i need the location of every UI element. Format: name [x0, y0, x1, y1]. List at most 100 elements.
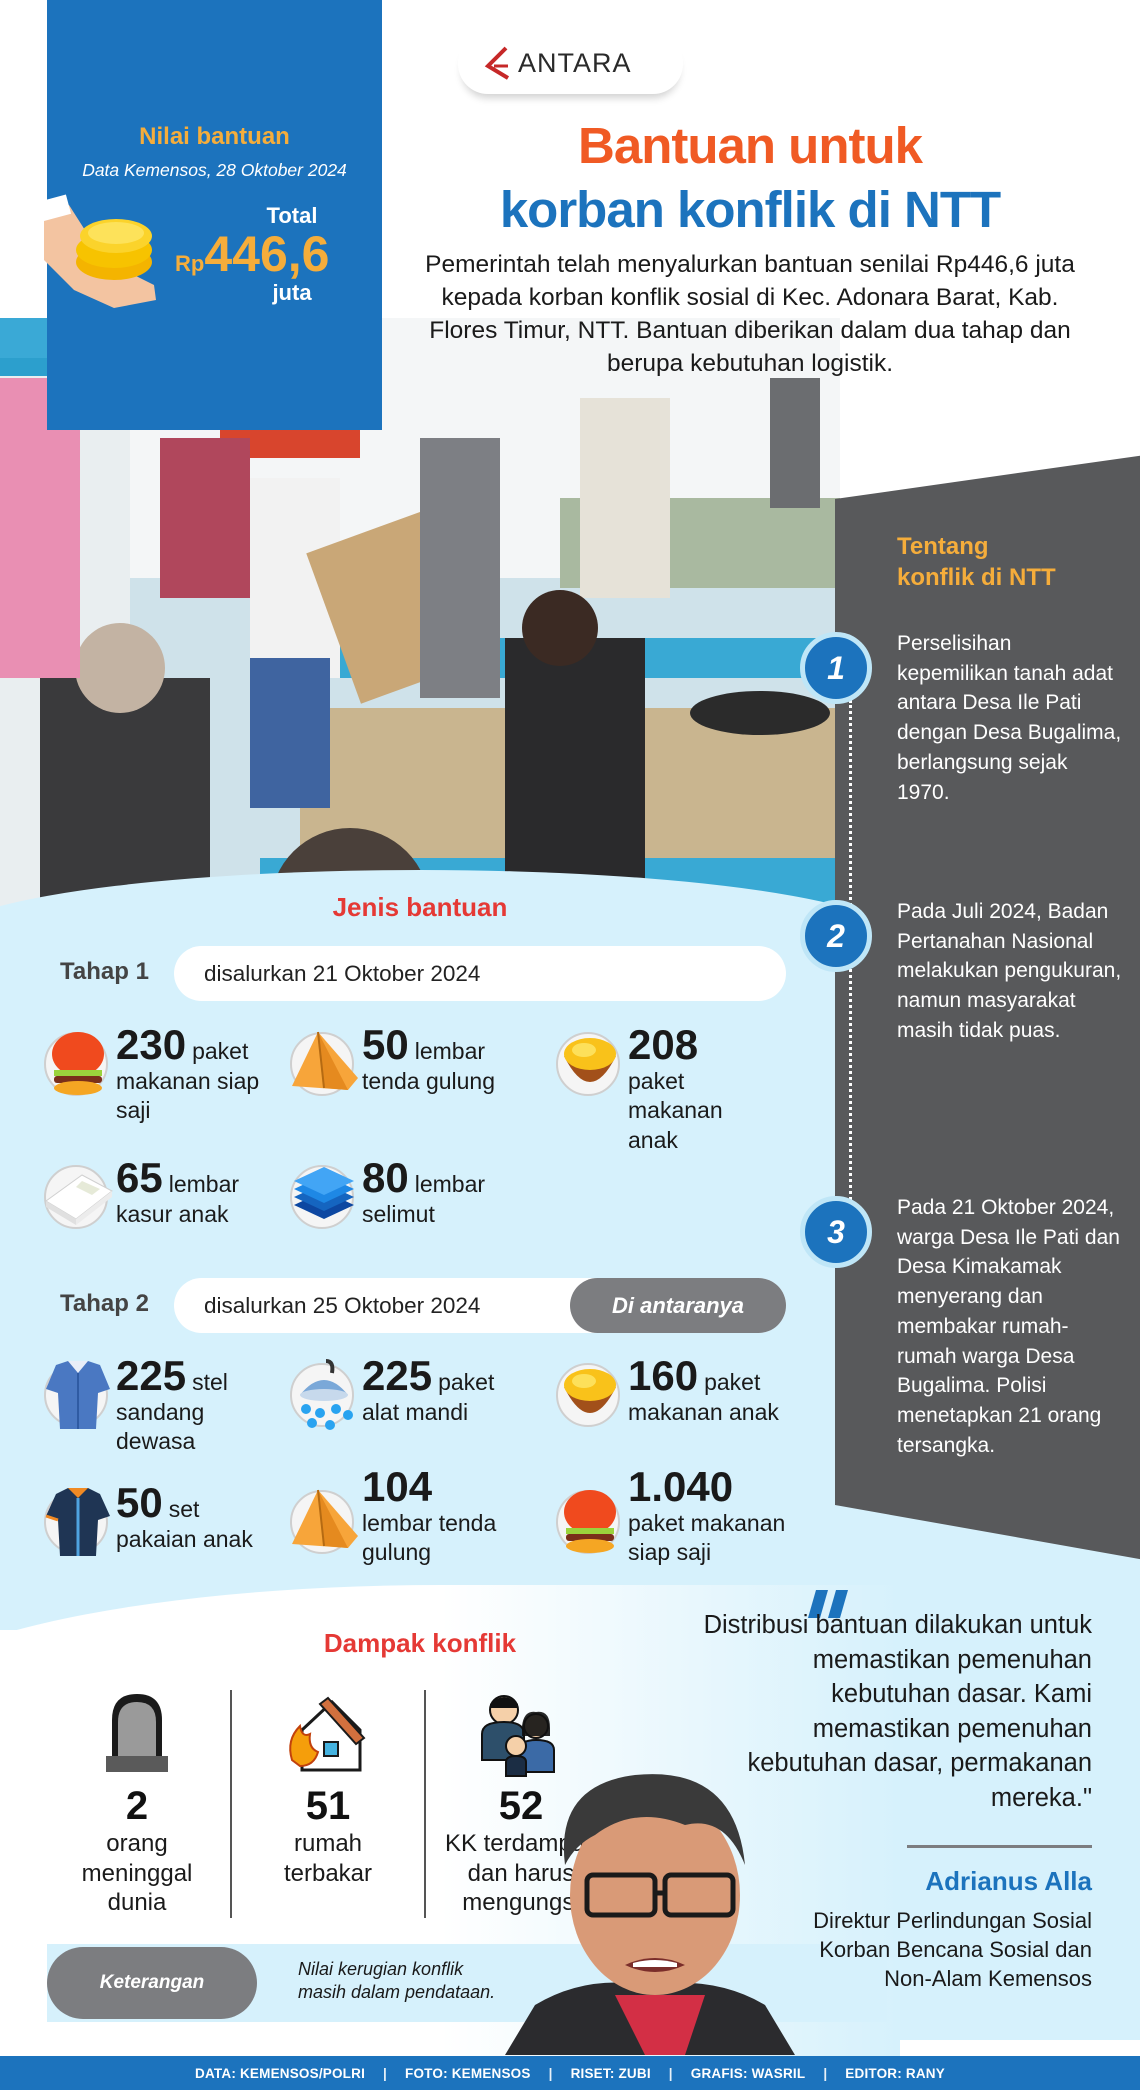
speaker-portrait	[505, 1774, 795, 2055]
note-label: Keterangan	[47, 1947, 257, 2019]
value-unit: juta	[272, 280, 312, 305]
aid-item: 230 paket makanan siap saji	[44, 1024, 266, 1126]
impact-item-deaths: 2 orang meninggal dunia	[42, 1784, 232, 1918]
credit-separator: |	[668, 2065, 673, 2081]
aid-qty: 80	[362, 1154, 409, 1201]
credit-research: RISET: ZUBI	[570, 2065, 651, 2081]
aid-qty: 104	[362, 1463, 433, 1510]
shower-icon	[290, 1359, 354, 1430]
aid-desc: selimut	[362, 1200, 435, 1227]
aid-qty: 230	[116, 1021, 187, 1068]
quote-divider	[907, 1845, 1092, 1848]
aid-qty: 225	[362, 1352, 433, 1399]
value-amount: Rp446,6	[175, 225, 329, 283]
impact-divider	[424, 1690, 426, 1918]
aid-qty: 208	[628, 1021, 699, 1068]
impact-value: 52	[498, 1784, 544, 1828]
aid-item: 1.040 paket makanan siap saji	[556, 1466, 808, 1568]
aid-item: 208 paket makanan anak	[556, 1024, 748, 1155]
credit-separator: |	[548, 2065, 553, 2081]
aid-item: 50 set pakaian anak	[44, 1479, 276, 1556]
aid-item: 80 lembar selimut	[290, 1157, 512, 1229]
kids-shirt-icon	[44, 1488, 110, 1556]
aid-item: 65 lembar kasur anak	[44, 1157, 266, 1229]
aid-qty: 50	[362, 1021, 409, 1068]
aid-desc: pakaian anak	[116, 1525, 253, 1552]
aid-desc: lembar tenda gulung	[362, 1509, 497, 1566]
aid-section-bg-lower	[0, 940, 835, 1600]
gravestone-icon	[106, 1694, 168, 1772]
aid-desc: paket makanan siap saji	[628, 1509, 786, 1566]
quote-author-role: Direktur Perlindungan Sosial Korban Benc…	[813, 1908, 1092, 1991]
timeline-item-2-text: Pada Juli 2024, Badan Pertanahan Nasiona…	[897, 900, 1122, 1042]
logo-text: ANTARA	[518, 47, 632, 78]
intro-paragraph: Pemerintah telah menyalurkan bantuan sen…	[425, 251, 1075, 377]
stage2-label: Tahap 2	[60, 1290, 149, 1317]
timeline-item-1-text: Perselisihan kepemilikan tanah adat anta…	[897, 632, 1122, 804]
aid-desc: makanan anak	[628, 1398, 779, 1425]
impact-value: 2	[125, 1784, 149, 1828]
burning-house-icon	[289, 1696, 366, 1772]
aid-desc: makanan siap saji	[116, 1067, 260, 1124]
aid-qty: 1.040	[628, 1463, 734, 1510]
note-text: Nilai kerugian konflik masih dalam penda…	[298, 1958, 495, 2004]
amount-number: 446,6	[204, 226, 330, 282]
aid-unit: stel	[192, 1369, 228, 1395]
stage1-date-pill: disalurkan 21 Oktober 2024	[174, 946, 786, 1001]
aid-qty: 160	[628, 1352, 699, 1399]
stage2-tag: Di antaranya	[570, 1278, 786, 1333]
impact-title: Dampak konflik	[323, 1628, 517, 1658]
baby-food-icon	[556, 1032, 620, 1096]
page-title-line1: Bantuan untuk	[578, 117, 923, 174]
coins-in-hand-icon	[44, 194, 156, 308]
timeline-badge-3: 3	[800, 1196, 872, 1268]
credit-separator: |	[383, 2065, 388, 2081]
aid-item: 104 lembar tenda gulung	[290, 1466, 522, 1568]
impact-item-houses: 51 rumah terbakar	[233, 1784, 423, 1888]
timeline-title-line2: konflik di NTT	[897, 564, 1056, 591]
aid-desc: tenda gulung	[362, 1067, 496, 1094]
timeline-badge-2: 2	[800, 900, 872, 972]
aid-item: 225 stel sandang dewasa	[44, 1355, 266, 1457]
aid-desc: alat mandi	[362, 1398, 469, 1425]
aid-unit: paket	[438, 1369, 495, 1395]
impact-value: 51	[305, 1784, 351, 1828]
aid-desc: paket makanan anak	[628, 1067, 723, 1153]
burger-icon	[556, 1490, 620, 1554]
aid-unit: lembar	[414, 1038, 486, 1064]
page-title-line2: korban konflik di NTT	[499, 181, 1001, 238]
quote-text: Distribusi bantuan dilakukan untuk memas…	[703, 1611, 1092, 1812]
aid-unit: lembar	[414, 1171, 486, 1197]
aid-unit: lembar	[168, 1171, 240, 1197]
impact-label: orang meninggal dunia	[81, 1830, 193, 1916]
aid-unit: set	[168, 1496, 200, 1522]
aid-desc: sandang dewasa	[116, 1398, 205, 1455]
credit-separator: |	[823, 2065, 828, 2081]
tent-icon	[290, 1031, 358, 1096]
timeline-title: Tentang konflik di NTT	[897, 531, 1117, 593]
quote-mark-icon	[808, 1590, 848, 1618]
aid-qty: 225	[116, 1352, 187, 1399]
stage2-date: disalurkan 25 Oktober 2024	[204, 1292, 481, 1318]
mattress-icon	[44, 1165, 113, 1229]
note-text-line1: Nilai kerugian konflik	[298, 1959, 464, 1979]
impact-divider	[230, 1690, 232, 1918]
aid-types-title: Jenis bantuan	[332, 892, 508, 922]
currency-label: Rp	[175, 251, 205, 276]
aid-item: 50 lembar tenda gulung	[290, 1024, 512, 1096]
stage1-date: disalurkan 21 Oktober 2024	[204, 960, 481, 986]
shirt-icon	[44, 1361, 110, 1429]
impact-label: rumah terbakar	[283, 1830, 373, 1887]
aid-item: 160 paket makanan anak	[556, 1355, 808, 1427]
quote-author-name: Adrianus Alla	[925, 1866, 1092, 1896]
aid-desc: kasur anak	[116, 1200, 229, 1227]
credits-footer: DATA: KEMENSOS/POLRI | FOTO: KEMENSOS | …	[0, 2056, 1140, 2090]
credit-data: DATA: KEMENSOS/POLRI	[195, 2065, 366, 2081]
burger-icon	[44, 1032, 108, 1096]
family-icon	[481, 1695, 555, 1777]
antara-logo-icon	[484, 46, 510, 80]
timeline-title-line1: Tentang	[897, 533, 989, 560]
aid-item: 225 paket alat mandi	[290, 1352, 512, 1430]
aid-qty: 50	[116, 1479, 163, 1526]
